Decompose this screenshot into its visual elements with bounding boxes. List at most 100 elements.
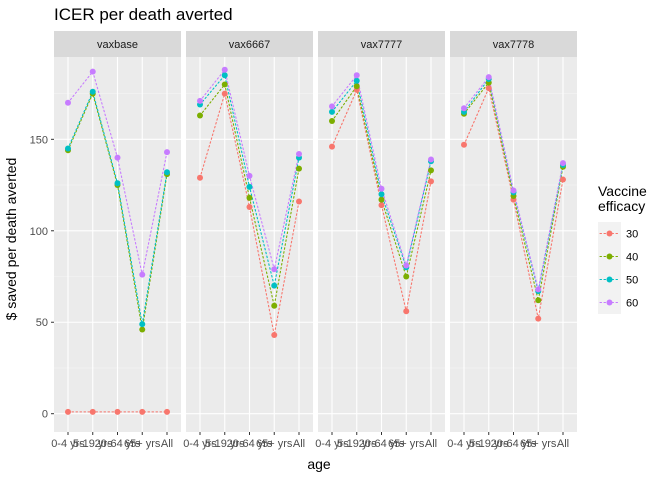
data-point bbox=[197, 112, 203, 119]
data-point bbox=[197, 97, 203, 104]
data-point bbox=[403, 308, 410, 315]
facet-strip bbox=[186, 31, 313, 57]
data-point bbox=[378, 202, 385, 209]
legend-key-50: 50 bbox=[598, 268, 638, 291]
x-tick-label: 65+ yrs bbox=[256, 438, 293, 450]
x-tick-label: 20-64 yrs bbox=[491, 438, 537, 450]
data-point bbox=[221, 66, 228, 73]
data-point bbox=[197, 174, 203, 181]
x-tick-label: 65+ yrs bbox=[388, 438, 425, 450]
data-point bbox=[296, 198, 302, 205]
data-point bbox=[535, 315, 542, 322]
data-point bbox=[65, 99, 71, 106]
data-point bbox=[560, 160, 566, 167]
x-tick-label: 20-64 yrs bbox=[359, 438, 405, 450]
data-point bbox=[296, 150, 302, 157]
legend-title-line: Vaccine bbox=[598, 183, 647, 199]
legend-label: 40 bbox=[626, 252, 638, 264]
data-point bbox=[164, 149, 170, 156]
facet-strip-label: vax7777 bbox=[361, 39, 403, 51]
x-axis-title: age bbox=[307, 456, 331, 472]
data-point bbox=[65, 408, 71, 415]
data-point bbox=[271, 282, 278, 289]
data-point bbox=[428, 156, 434, 163]
legend-label: 60 bbox=[626, 298, 638, 310]
x-tick-label: 20-64 yrs bbox=[95, 438, 141, 450]
legend-title-line: efficacy bbox=[598, 198, 645, 214]
legend-key-40: 40 bbox=[598, 245, 638, 268]
data-point bbox=[329, 108, 335, 115]
facet-strip-label: vaxbase bbox=[97, 39, 138, 51]
data-point bbox=[510, 187, 517, 194]
data-point bbox=[428, 178, 434, 185]
y-tick-label: 0 bbox=[42, 409, 48, 421]
x-tick-label: All bbox=[557, 438, 569, 450]
data-point bbox=[271, 332, 278, 339]
facet-strip bbox=[54, 31, 181, 57]
data-point bbox=[89, 88, 96, 95]
y-tick-label: 50 bbox=[36, 317, 48, 329]
data-point bbox=[65, 145, 71, 152]
y-tick-label: 150 bbox=[30, 134, 48, 146]
data-point bbox=[221, 81, 228, 88]
legend-key-30: 30 bbox=[598, 222, 638, 245]
x-tick-label: 5-19 yrs bbox=[205, 438, 245, 450]
data-point bbox=[139, 271, 146, 278]
x-tick-label: 20-64 yrs bbox=[227, 438, 273, 450]
x-tick-label: 0-4 yrs bbox=[183, 438, 217, 450]
data-point bbox=[535, 286, 542, 293]
data-point bbox=[164, 408, 170, 415]
series-line-40 bbox=[331, 84, 432, 279]
data-point bbox=[535, 297, 542, 304]
x-tick-label: All bbox=[293, 438, 305, 450]
legend-label: 30 bbox=[626, 229, 638, 241]
data-point bbox=[461, 141, 467, 148]
data-point bbox=[164, 169, 170, 176]
x-tick-label: 65+ yrs bbox=[124, 438, 161, 450]
legend-key-point bbox=[606, 276, 613, 283]
data-point bbox=[139, 408, 146, 415]
legend-key-60: 60 bbox=[598, 291, 638, 314]
data-point bbox=[485, 85, 492, 92]
data-point bbox=[403, 273, 410, 280]
y-axis-title: $ saved per death averted bbox=[3, 158, 19, 321]
x-tick-label: 0-4 yrs bbox=[51, 438, 85, 450]
data-point bbox=[139, 326, 146, 333]
data-point bbox=[485, 74, 492, 81]
data-point bbox=[114, 180, 121, 187]
facet-strip bbox=[318, 31, 445, 57]
legend-label: 50 bbox=[626, 275, 638, 287]
legend-key-point bbox=[606, 230, 613, 237]
data-point bbox=[221, 72, 228, 79]
data-point bbox=[378, 185, 385, 192]
data-point bbox=[353, 72, 360, 79]
data-point bbox=[89, 68, 96, 75]
x-tick-label: 5-19 yrs bbox=[73, 438, 113, 450]
data-point bbox=[378, 196, 385, 203]
data-point bbox=[114, 408, 121, 415]
chart-title: ICER per death averted bbox=[54, 5, 233, 24]
x-tick-label: 5-19 yrs bbox=[469, 438, 509, 450]
data-point bbox=[246, 194, 253, 201]
data-point bbox=[89, 408, 96, 415]
facet-strip bbox=[450, 31, 577, 57]
x-tick-label: 0-4 yrs bbox=[315, 438, 349, 450]
data-point bbox=[403, 262, 410, 269]
data-point bbox=[246, 204, 253, 210]
data-point bbox=[271, 266, 278, 273]
x-tick-label: All bbox=[425, 438, 437, 450]
data-point bbox=[378, 191, 385, 198]
data-point bbox=[428, 167, 434, 174]
x-tick-label: 0-4 yrs bbox=[447, 438, 481, 450]
facet-strip-label: vax7778 bbox=[493, 39, 535, 51]
data-point bbox=[221, 90, 228, 97]
data-point bbox=[560, 176, 566, 183]
facet-strip-label: vax6667 bbox=[229, 39, 271, 51]
y-axis: 0 50 100 150 bbox=[30, 134, 54, 421]
